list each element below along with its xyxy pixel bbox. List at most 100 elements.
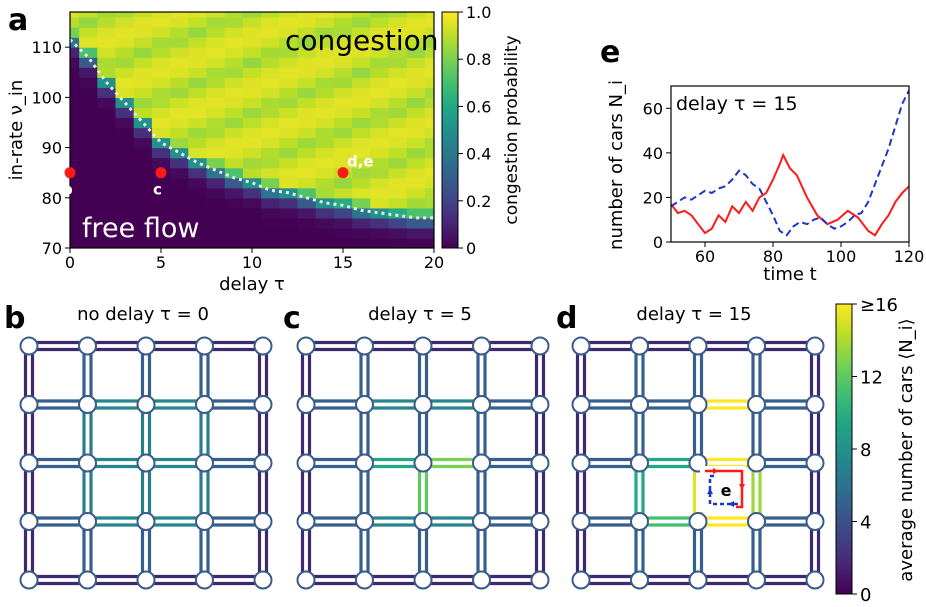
heatmap-cell — [261, 117, 280, 129]
heatmap-cell — [115, 187, 135, 199]
heatmap-cell — [406, 237, 426, 248]
heatmap-cell — [406, 187, 426, 199]
heatmap-cell — [352, 187, 371, 199]
heatmap-cell — [242, 167, 262, 179]
heatmap-cell — [406, 217, 426, 229]
x-tick-label: 20 — [424, 253, 444, 272]
heatmap-cell — [424, 197, 434, 209]
heatmap-cell — [370, 147, 390, 159]
heatmap-cell — [79, 47, 98, 58]
heatmap-cell — [261, 147, 280, 159]
x-tick-label: 0 — [65, 253, 75, 272]
heatmap-cell — [352, 217, 371, 229]
intersection-node — [136, 336, 156, 356]
heatmap-cell — [352, 47, 371, 58]
heatmap-cell — [206, 67, 226, 78]
heatmap-cell — [279, 147, 299, 159]
heatmap-cell — [388, 227, 408, 239]
heatmap-cell — [133, 187, 153, 199]
heatmap-cell — [242, 77, 262, 88]
heatmap-cell — [242, 157, 262, 169]
heatmap-cell — [279, 27, 299, 38]
heatmap-cell — [97, 117, 117, 129]
heatmap-cell — [133, 237, 153, 248]
heatmap-cell — [97, 147, 117, 159]
heatmap-cell — [224, 147, 244, 159]
heatmap-cell — [370, 177, 390, 189]
heatmap-cell — [115, 57, 135, 68]
heatmap-cell — [242, 137, 262, 149]
heatmap-cell — [315, 167, 335, 179]
heatmap-cell — [352, 67, 371, 78]
heatmap-cell — [261, 127, 280, 139]
heatmap-cell — [370, 37, 390, 48]
heatmap-cell — [315, 237, 335, 248]
intersection-node — [78, 336, 97, 356]
heatmap-cell — [170, 47, 189, 58]
heatmap-cell — [333, 157, 353, 169]
heatmap-cell — [406, 12, 426, 18]
y-tick-label: 70 — [42, 239, 62, 258]
heatmap-cell — [115, 147, 135, 159]
heatmap-cell — [297, 137, 317, 149]
heatmap-cell — [297, 17, 317, 28]
heatmap-cell — [170, 237, 189, 248]
heatmap-cell — [333, 177, 353, 189]
heatmap-cell — [188, 97, 208, 109]
heatmap-cell — [333, 137, 353, 149]
intersection-node — [136, 395, 156, 414]
heatmap-cell — [70, 237, 80, 248]
heatmap-cell — [352, 227, 371, 239]
heatmap-cell — [188, 27, 208, 38]
heatmap-cell — [115, 227, 135, 239]
heatmap-cell — [97, 157, 117, 169]
heatmap-cell — [333, 187, 353, 199]
marker-label: d,e — [347, 153, 374, 171]
intersection-node — [805, 453, 825, 473]
heatmap-cell — [188, 227, 208, 239]
heatmap-cell — [97, 107, 117, 119]
heatmap-cell — [79, 17, 98, 28]
heatmap-cell — [297, 37, 317, 48]
heatmap-cell — [297, 77, 317, 88]
heatmap-cell — [70, 87, 80, 98]
heatmap-cell — [97, 187, 117, 199]
y-axis-ticks-a: 70 80 90 100 110 — [31, 38, 70, 258]
heatmap-cell — [188, 137, 208, 149]
heatmap-cell — [115, 137, 135, 149]
heatmap-cell — [352, 17, 371, 28]
intersection-node — [747, 570, 766, 590]
heatmap-cell — [370, 217, 390, 229]
heatmap-cell — [352, 117, 371, 129]
heatmap-cell — [370, 237, 390, 248]
heatmap-cell — [279, 57, 299, 68]
heatmap-cell — [133, 77, 153, 88]
heatmap-cell — [424, 177, 434, 189]
heatmap-cell — [188, 117, 208, 129]
intersection-node — [19, 570, 39, 590]
heatmap-cell — [70, 117, 80, 129]
heatmap-cell — [388, 167, 408, 179]
heatmap-cell — [406, 37, 426, 48]
heatmap-cell — [333, 117, 353, 129]
heatmap-cell — [170, 177, 189, 189]
heatmap-cell — [151, 127, 171, 139]
panel-label-c: c — [283, 301, 301, 336]
heatmap-cell — [370, 227, 390, 239]
heatmap-cell — [333, 87, 353, 98]
heatmap-cell — [79, 137, 98, 149]
heatmap-cell — [261, 237, 280, 248]
heatmap-cell — [315, 12, 335, 18]
heatmap-cell — [279, 167, 299, 179]
heatmap-cell — [115, 237, 135, 248]
heatmap-cell — [352, 87, 371, 98]
heatmap-cell — [352, 12, 371, 18]
heatmap-cell — [424, 37, 434, 48]
heatmap-cell — [370, 87, 390, 98]
intersection-node — [747, 453, 766, 473]
intersection-node — [355, 512, 374, 531]
heatmap-cell — [151, 157, 171, 169]
heatmap-cell — [79, 147, 98, 159]
heatmap-cell — [70, 57, 80, 68]
heatmap-cell — [279, 77, 299, 88]
